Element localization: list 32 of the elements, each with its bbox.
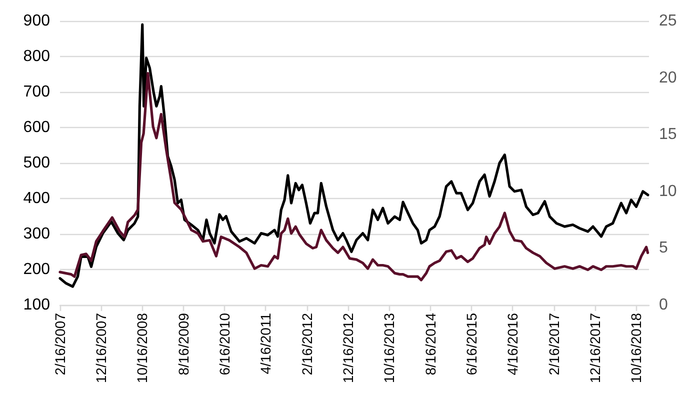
y2-tick-label: 5: [659, 240, 668, 257]
y-tick-label: 200: [23, 261, 50, 278]
x-tick-label: 2/16/2007: [52, 312, 68, 376]
y-tick-label: 900: [23, 12, 50, 30]
x-tick-label: 10/16/2018: [628, 312, 644, 384]
y-tick-label: 100: [23, 296, 50, 314]
x-tick-label: 6/16/2010: [216, 312, 232, 376]
y-tick-label: 800: [23, 48, 50, 65]
y2-tick-label: 25: [659, 12, 677, 30]
y2-tick-label: 0: [659, 296, 668, 314]
y-tick-label: 400: [23, 190, 50, 207]
x-tick-label: 2/16/2017: [546, 312, 562, 376]
x-tick-label: 8/16/2014: [422, 312, 438, 376]
y-tick-label: 500: [23, 154, 50, 172]
y-tick-label: 300: [23, 226, 50, 242]
x-tick-label: 12/16/2017: [587, 312, 604, 384]
x-tick-label: 6/16/2015: [463, 312, 480, 376]
y2-tick-label: 20: [659, 69, 677, 86]
y2-tick-label: 15: [659, 126, 677, 144]
x-tick-label: 10/16/2013: [381, 312, 398, 384]
y-tick-label: 700: [23, 84, 50, 100]
x-tick-label: 12/16/2007: [92, 312, 109, 384]
line-series: [58, 72, 650, 282]
x-tick-label: 2/16/2012: [298, 312, 315, 376]
x-tick-label: 12/16/2012: [340, 312, 356, 384]
line-series: [58, 23, 650, 288]
y2-tick-label: 10: [659, 182, 677, 200]
x-tick-label: 4/16/2016: [504, 312, 521, 376]
x-tick-label: 8/16/2009: [175, 312, 192, 376]
y-tick-label: 600: [23, 119, 50, 136]
x-tick-label: 10/16/2008: [134, 312, 150, 384]
x-tick-label: 4/16/2011: [258, 312, 274, 374]
